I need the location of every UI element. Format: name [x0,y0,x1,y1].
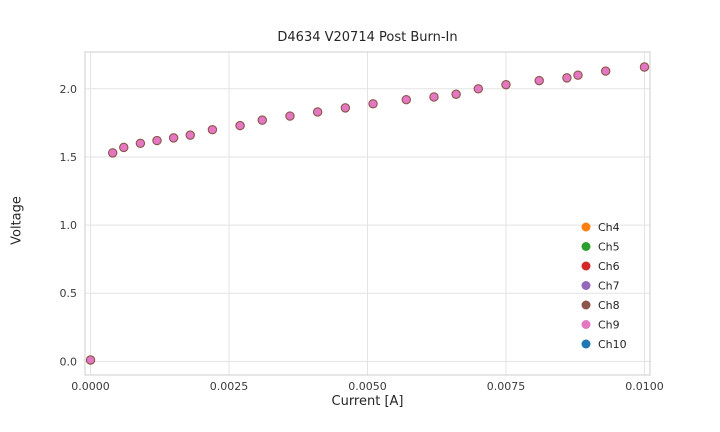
data-point [109,149,117,157]
y-tick-label: 2.0 [60,83,78,96]
data-point [430,93,438,101]
legend-label-ch8: Ch8 [598,299,620,312]
legend-marker-ch4 [581,222,591,232]
data-point [402,96,410,104]
legend-label-ch4: Ch4 [598,221,620,234]
x-tick-label: 0.0025 [210,380,249,393]
data-point [602,67,610,75]
legend-marker-ch8 [581,300,591,310]
legend-marker-ch10 [581,339,591,349]
data-point [574,71,582,79]
x-tick-label: 0.0000 [71,380,110,393]
legend-marker-ch5 [581,242,591,251]
data-point [236,121,244,130]
x-axis-label: Current [A] [331,394,404,409]
x-tick-label: 0.0100 [625,380,664,393]
data-point [136,139,144,147]
data-point [341,104,349,112]
y-tick-label: 1.0 [60,219,78,232]
data-point [474,85,482,93]
data-point [186,131,194,139]
x-tick-label: 0.0050 [348,380,387,393]
y-tick-label: 1.5 [60,151,78,164]
legend-marker-ch9 [581,320,591,329]
y-axis-label: Voltage [9,196,25,245]
legend-marker-ch7 [581,281,591,290]
data-point [369,100,377,108]
data-point [153,136,161,145]
legend-marker-ch6 [581,261,591,271]
data-point [502,81,510,89]
data-point [452,90,460,98]
y-tick-label: 0.5 [60,287,78,300]
data-point [640,63,649,71]
data-point [258,116,266,124]
data-point [208,126,217,134]
legend-label-ch6: Ch6 [598,260,620,273]
axes-border [84,51,651,376]
data-point [563,74,571,82]
chart-title: D4634 V20714 Post Burn-In [277,30,458,45]
data-point [86,356,95,364]
data-point [286,112,294,120]
data-point [120,143,128,152]
legend-label-ch10: Ch10 [598,338,627,351]
x-tick-label: 0.0075 [487,380,526,393]
legend-label-ch9: Ch9 [598,319,620,332]
data-point [314,108,322,116]
legend-label-ch7: Ch7 [598,280,620,293]
data-point [170,134,178,142]
y-tick-label: 0.0 [60,355,78,368]
data-point [535,77,543,85]
legend-label-ch5: Ch5 [598,241,620,254]
